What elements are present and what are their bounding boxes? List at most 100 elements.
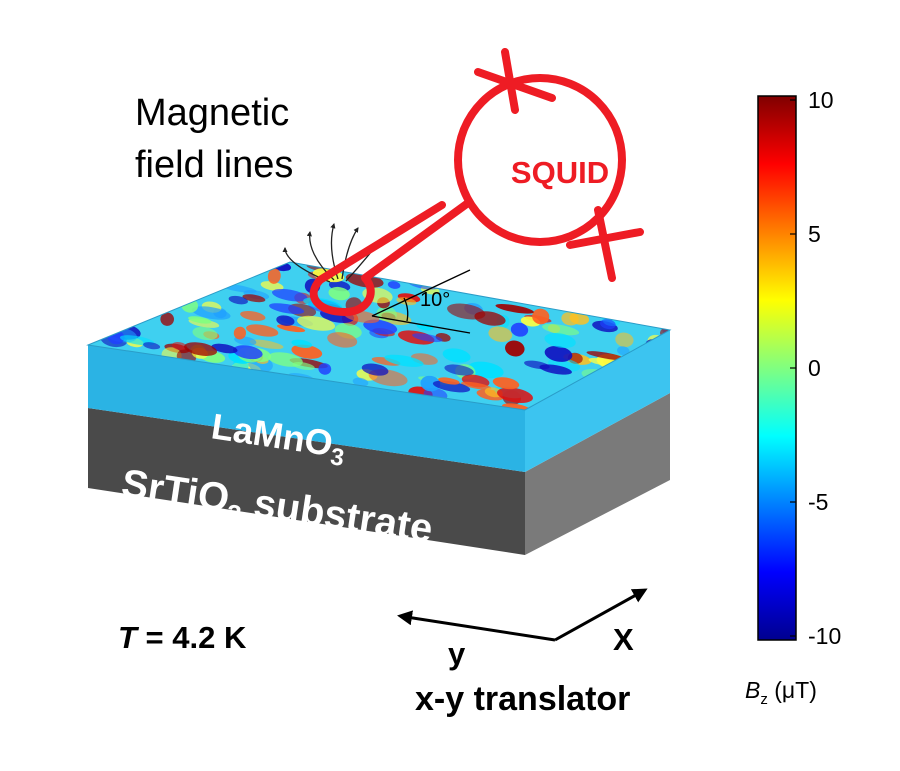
film-label-subscript: 3 (329, 443, 346, 472)
magnetic-map-blob (468, 361, 504, 379)
field-lines-label-line1: Magnetic (135, 92, 289, 134)
colorbar-gradient (757, 95, 797, 641)
magnetic-map-blob (694, 320, 719, 335)
magnetic-map-blob (497, 387, 533, 403)
magnetic-map-blob (644, 302, 670, 313)
magnetic-map-blob (260, 281, 284, 291)
magnetic-map-blob (444, 364, 474, 376)
magnetic-map-blob (432, 380, 471, 393)
magnetic-map-blob (242, 294, 266, 303)
magnetic-map-blob (542, 323, 580, 336)
magnetic-map-blob (276, 315, 295, 326)
magnetic-map-blob (699, 307, 718, 318)
magnetic-map-blob (702, 313, 727, 332)
magnetic-map-blob (502, 403, 531, 410)
magnetic-map-blob (192, 326, 218, 341)
magnetic-map-blob (384, 354, 424, 367)
field-lines-label-line2: field lines (135, 144, 293, 186)
temperature-value: = 4.2 K (137, 620, 247, 655)
magnetic-map-blob (474, 311, 506, 326)
x-axis-label: X (613, 622, 634, 657)
x-axis-arrow (554, 588, 648, 642)
squid-loop (454, 74, 626, 246)
magnetic-map-blob (318, 363, 332, 375)
colorbar-tick-label: 5 (808, 221, 821, 247)
magnetic-map-blob (617, 346, 630, 356)
temperature-label: T = 4.2 K (118, 620, 247, 655)
magnetic-map-blob (461, 381, 492, 390)
magnetic-map-blob (292, 362, 315, 370)
magnetic-map-blob (510, 322, 529, 337)
magnetic-map-blob (561, 312, 579, 326)
substrate-side-face (525, 393, 670, 555)
translator-arrows (397, 588, 648, 642)
magnetic-map-blob (211, 343, 238, 354)
colorbar-ticks: 10 5 0 -5 -10 (790, 87, 841, 649)
magnetic-map-blob (233, 326, 247, 340)
colorbar-label-subscript: z (760, 691, 768, 708)
magnetic-map-blob (420, 375, 441, 392)
colorbar-tick-label: -10 (808, 623, 841, 649)
magnetic-map-blob (643, 307, 657, 319)
angle-label: 10° (420, 289, 450, 311)
magnetic-map-blob (505, 340, 525, 357)
magnetic-map (100, 262, 727, 410)
magnetic-map-blob (240, 310, 266, 321)
magnetic-map-blob (328, 286, 350, 301)
magnetic-map-blob (586, 351, 625, 361)
temperature-variable: T (118, 620, 140, 655)
magnetic-map-blob (267, 268, 281, 284)
magnetic-map-blob (499, 280, 513, 296)
colorbar: 10 5 0 -5 -10 Bz (μT) (745, 87, 841, 708)
squid-sensor (309, 48, 644, 316)
colorbar-tick-label: -5 (808, 489, 828, 515)
magnetic-map-blob (160, 312, 174, 326)
magnetic-map-blob (191, 306, 231, 320)
substrate-label-subscript: 3 (225, 498, 244, 530)
josephson-junction-bottom-b (594, 206, 616, 282)
film-side-face (525, 330, 670, 472)
josephson-junction-top-b (501, 48, 519, 114)
magnetic-map-blob (442, 348, 471, 363)
magnetic-map-blob (271, 288, 308, 302)
squid-label: SQUID (511, 155, 609, 190)
magnetic-map-blob (361, 363, 389, 376)
magnetic-map-blob (291, 344, 323, 359)
sample-block (86, 261, 727, 555)
squid-pickup-coil (309, 199, 472, 316)
magnetic-map-blob (438, 377, 460, 385)
magnetic-map-blob (184, 342, 218, 356)
magnetic-map-blob (232, 345, 263, 360)
colorbar-tick-label: 0 (808, 355, 821, 381)
angle-arc (403, 297, 409, 322)
film-front-face (88, 345, 525, 472)
magnetic-map-blob (249, 339, 284, 350)
magnetic-map-blob (544, 345, 573, 362)
magnetic-map-blob (228, 295, 248, 305)
magnetic-map-blob (246, 324, 279, 337)
y-axis-arrow (397, 610, 556, 642)
angle-line-upper (371, 269, 471, 317)
angle-line-lower (371, 315, 471, 334)
magnetic-map-blob (327, 332, 358, 348)
colorbar-label-variable: B (745, 677, 760, 703)
magnetic-map-blob (297, 315, 336, 331)
magnetic-map-blob (352, 377, 369, 387)
magnetic-map-blob (532, 308, 550, 325)
magnetic-map-blob (396, 297, 417, 306)
substrate-front-face (88, 408, 525, 555)
magnetic-map-blob (495, 303, 534, 314)
magnetic-map-blob (412, 333, 443, 343)
magnetic-map-blob (544, 332, 576, 349)
magnetic-map-blob (561, 292, 583, 303)
magnetic-map-blob (615, 332, 634, 348)
magnetic-map-blob (519, 287, 533, 298)
colorbar-label: Bz (μT) (745, 677, 817, 708)
angle-indicator (371, 269, 471, 334)
magnetic-map-blob (171, 342, 188, 351)
magnetic-map-blob (143, 342, 161, 350)
translator-label: x-y translator (415, 680, 630, 718)
magnetic-map-blob (492, 377, 520, 390)
magnetic-map-blob (387, 281, 401, 289)
